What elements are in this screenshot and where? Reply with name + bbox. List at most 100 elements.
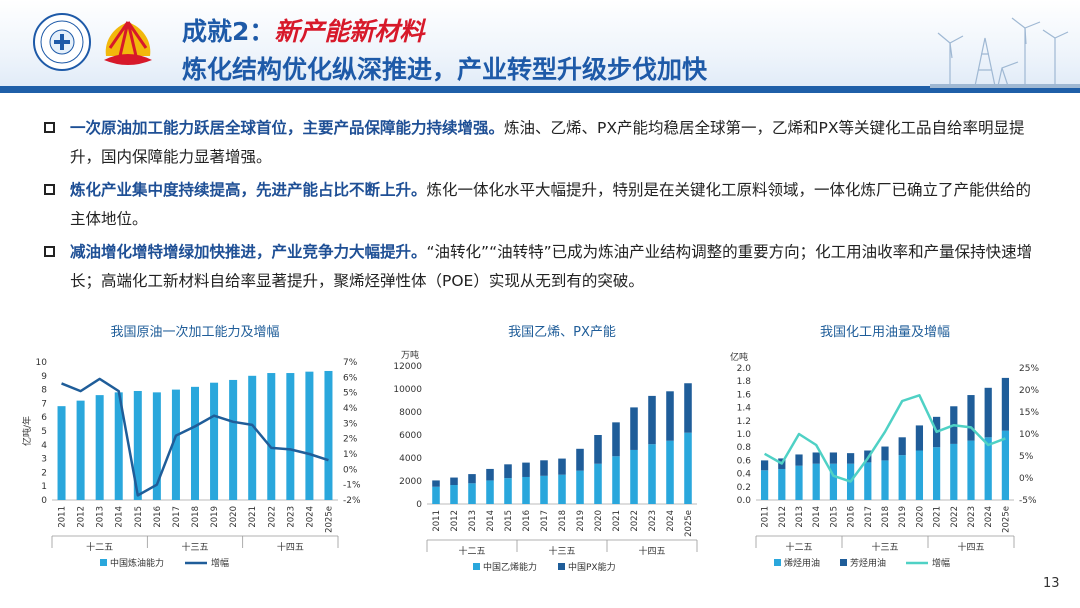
legend-swatch <box>100 559 107 566</box>
chart-ethylene-px: 我国乙烯、PX产能 万吨 0 2000 4000 6000 8000 10000 12000 20… <box>385 318 715 590</box>
group-label: 十二五 <box>785 541 812 553</box>
x-tick-label: 2025e <box>1001 506 1011 533</box>
y-tick-label: 0.2 <box>737 483 751 493</box>
legend-label: 芳烃用油 <box>850 557 886 569</box>
group-label: 十三五 <box>871 541 898 553</box>
bar-中国PX能力 <box>540 460 548 476</box>
bar-中国炼油能力 <box>210 382 219 500</box>
legend-swatch <box>558 563 565 570</box>
chart-title: 我国原油一次加工能力及增幅 <box>110 324 279 340</box>
x-tick-label: 2020 <box>229 506 239 528</box>
bar-芳烃用油 <box>829 452 838 464</box>
y2-tick-label: 0% <box>343 465 358 475</box>
x-tick-label: 2018 <box>881 506 891 528</box>
y2-tick-label: 3% <box>343 419 358 429</box>
x-tick-label: 2017 <box>172 506 182 528</box>
bar-芳烃用油 <box>812 452 820 464</box>
bar-烯烃用油 <box>864 462 872 500</box>
y-tick-label: 6 <box>41 413 47 423</box>
bar-中国乙烯能力 <box>450 485 458 504</box>
x-tick-label: 2018 <box>191 506 201 528</box>
y2-tick-label: 1% <box>343 450 358 460</box>
y2-tick-label: 0% <box>1019 474 1034 484</box>
line-增幅 <box>61 377 329 497</box>
header-divider <box>0 86 1080 93</box>
bullet-text: “油转化”“油转特”已成为炼油产业结构调整的重要方向；化工用油收率和产量保持快速… <box>70 243 1033 290</box>
x-tick-label: 2015 <box>829 506 839 528</box>
bar-烯烃用油 <box>898 455 906 500</box>
x-tick-label: 2020 <box>594 510 604 532</box>
x-tick-label: 2022 <box>267 506 277 528</box>
x-tick-label: 2013 <box>468 510 478 532</box>
bar-芳烃用油 <box>967 395 975 441</box>
x-tick-label: 2021 <box>933 506 943 528</box>
y-tick-label: 0.6 <box>737 456 752 466</box>
bar-中国PX能力 <box>468 474 476 484</box>
x-tick-label: 2021 <box>248 506 258 528</box>
y-tick-label: 10000 <box>393 385 422 395</box>
header-band <box>0 0 1080 92</box>
x-tick-label: 2015 <box>504 510 514 532</box>
x-tick-label: 2011 <box>761 506 771 528</box>
bar-中国乙烯能力 <box>612 456 620 504</box>
petrochina-logo-icon <box>104 21 152 65</box>
y2-tick-label: 5% <box>1019 452 1034 462</box>
bullet-heading: 炼化产业集中度持续提高，先进产能占比不断上升。 <box>70 181 427 199</box>
y-tick-label: 7 <box>41 399 47 409</box>
x-tick-label: 2019 <box>898 506 908 528</box>
bar-中国PX能力 <box>504 464 512 479</box>
bar-中国乙烯能力 <box>432 486 440 504</box>
y2-tick-label: 2% <box>343 435 358 445</box>
chart-title: 我国乙烯、PX产能 <box>508 325 616 340</box>
bar-中国乙烯能力 <box>666 440 674 504</box>
y-tick-label: 1.0 <box>737 430 752 440</box>
bar-中国PX能力 <box>486 468 494 481</box>
y-tick-label: 0.4 <box>737 470 752 480</box>
y-tick-label: 1.8 <box>737 377 752 387</box>
bar-中国PX能力 <box>432 480 440 487</box>
bar-芳烃用油 <box>760 460 769 471</box>
bar-烯烃用油 <box>932 447 941 500</box>
y-tick-label: 8000 <box>399 408 422 418</box>
x-tick-label: 2018 <box>558 510 568 532</box>
bar-芳烃用油 <box>795 454 803 466</box>
x-tick-label: 2021 <box>612 510 622 532</box>
bar-烯烃用油 <box>760 470 769 500</box>
y-tick-label: 0 <box>41 496 47 506</box>
y2-tick-label: 7% <box>343 358 358 368</box>
bar-中国炼油能力 <box>76 400 85 500</box>
bar-中国PX能力 <box>576 448 584 471</box>
bar-中国乙烯能力 <box>630 449 638 504</box>
bar-中国PX能力 <box>648 395 656 445</box>
bar-中国炼油能力 <box>133 390 142 500</box>
y-tick-label: 4 <box>41 441 47 451</box>
bar-中国乙烯能力 <box>522 476 530 504</box>
bar-中国炼油能力 <box>114 392 123 500</box>
bar-中国乙烯能力 <box>576 470 584 504</box>
y2-tick-label: 15% <box>1019 408 1039 418</box>
line-增幅 <box>763 394 1006 483</box>
x-tick-label: 2012 <box>450 510 460 532</box>
group-label: 十四五 <box>638 545 665 557</box>
legend-label: 中国乙烯能力 <box>483 561 537 573</box>
bar-中国PX能力 <box>630 407 638 450</box>
bar-中国炼油能力 <box>324 370 333 500</box>
x-tick-label: 2019 <box>210 506 220 528</box>
x-tick-label: 2012 <box>77 506 87 528</box>
x-tick-label: 2013 <box>795 506 805 528</box>
y-tick-label: 2 <box>41 468 47 478</box>
x-tick-label: 2016 <box>153 506 163 528</box>
group-label: 十三五 <box>181 541 208 553</box>
bar-烯烃用油 <box>795 465 803 500</box>
y-tick-label: 0.8 <box>737 443 752 453</box>
bullet-heading: 减油增化增特增绿加快推进，产业竞争力大幅提升。 <box>70 243 427 261</box>
bullet-text: 炼化一体化水平大幅提升，特别是在关键化工原料领域，一体化炼厂已确立了产能供给的主… <box>70 181 1032 228</box>
title-prefix: 成就2： <box>182 17 275 46</box>
y-tick-label: 1 <box>41 482 47 492</box>
page-number: 13 <box>1043 576 1060 591</box>
bar-芳烃用油 <box>846 453 855 464</box>
legend-label: 中国炼油能力 <box>110 557 164 569</box>
x-tick-label: 2014 <box>115 506 125 528</box>
chart-refining-capacity: 我国原油一次加工能力及增幅 亿吨/年 0 1 2 3 4 5 6 7 8 9 10 -2% -1% 0% 1% 2… <box>20 318 375 590</box>
